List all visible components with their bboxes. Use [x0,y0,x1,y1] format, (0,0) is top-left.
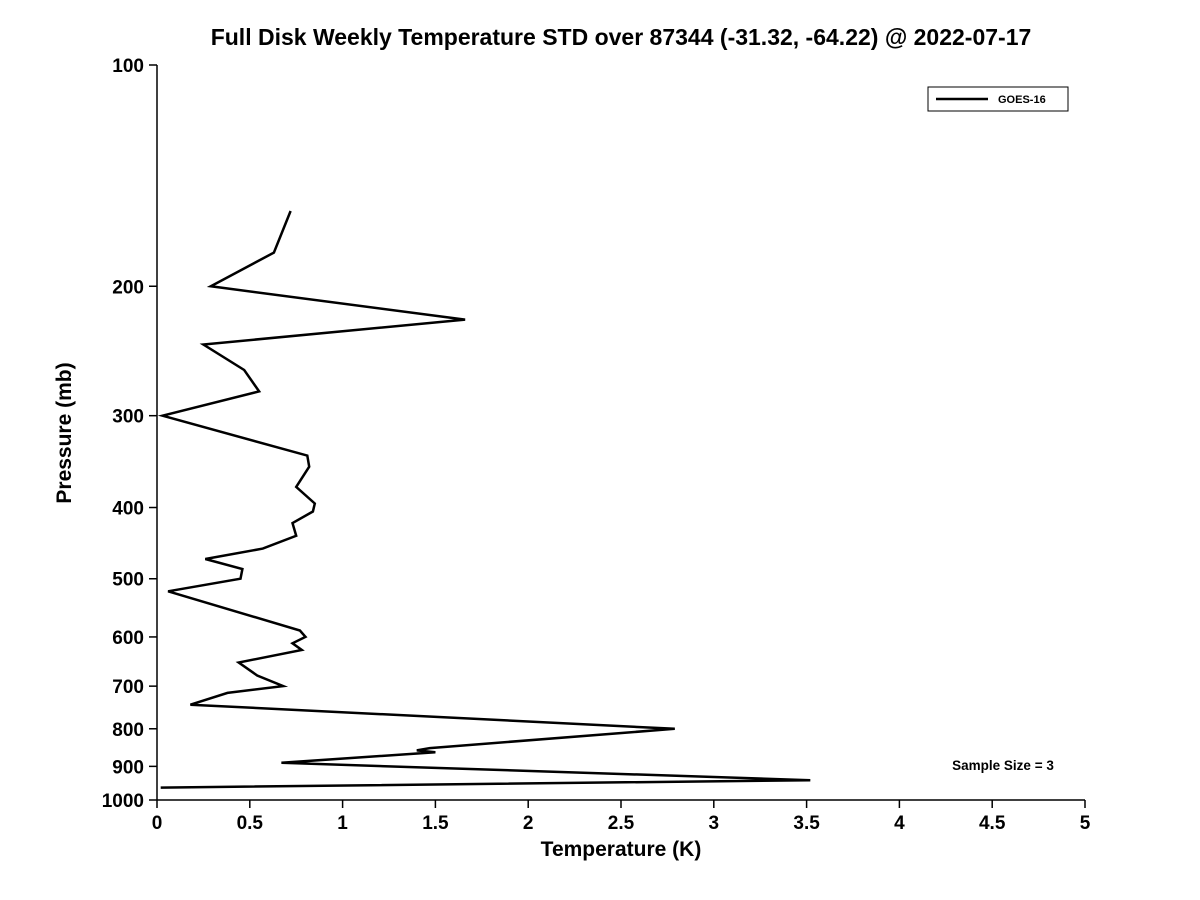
x-tick-label: 1.5 [422,813,449,834]
y-tick-label: 700 [112,677,144,698]
x-tick-label: 3.5 [793,813,820,834]
x-tick-label: 2 [523,813,534,834]
x-tick-label: 0.5 [237,813,264,834]
y-tick-label: 300 [112,407,144,428]
legend-entry-label: GOES-16 [998,94,1046,106]
x-tick-label: 2.5 [608,813,635,834]
x-tick-label: 3 [709,813,720,834]
x-tick-label: 4 [894,813,905,834]
y-tick-label: 900 [112,757,144,778]
x-tick-label: 4.5 [979,813,1006,834]
sample-size-annotation: Sample Size = 3 [952,758,1054,773]
y-tick-label: 1000 [102,791,144,812]
x-axis-label: Temperature (K) [541,838,702,861]
x-tick-label: 1 [337,813,348,834]
x-tick-label: 0 [152,813,163,834]
y-tick-label: 400 [112,499,144,520]
series-group [157,210,811,789]
y-axis-ticks: 100 200 300 400 500 600 700 800 900 1000 [102,56,157,812]
y-tick-label: 600 [112,628,144,649]
y-tick-label: 500 [112,570,144,591]
y-tick-label: 200 [112,277,144,298]
y-tick-label: 800 [112,720,144,741]
y-axis-label: Pressure (mb) [53,362,76,503]
chart-title: Full Disk Weekly Temperature STD over 87… [211,24,1032,50]
x-tick-label: 5 [1080,813,1091,834]
legend: GOES-16 [927,86,1069,112]
x-axis-ticks: 0 0.5 1 1.5 2 2.5 3 3.5 4 4.5 5 [152,800,1091,834]
series-line-goes-16 [157,210,811,789]
y-tick-label: 100 [112,56,144,77]
